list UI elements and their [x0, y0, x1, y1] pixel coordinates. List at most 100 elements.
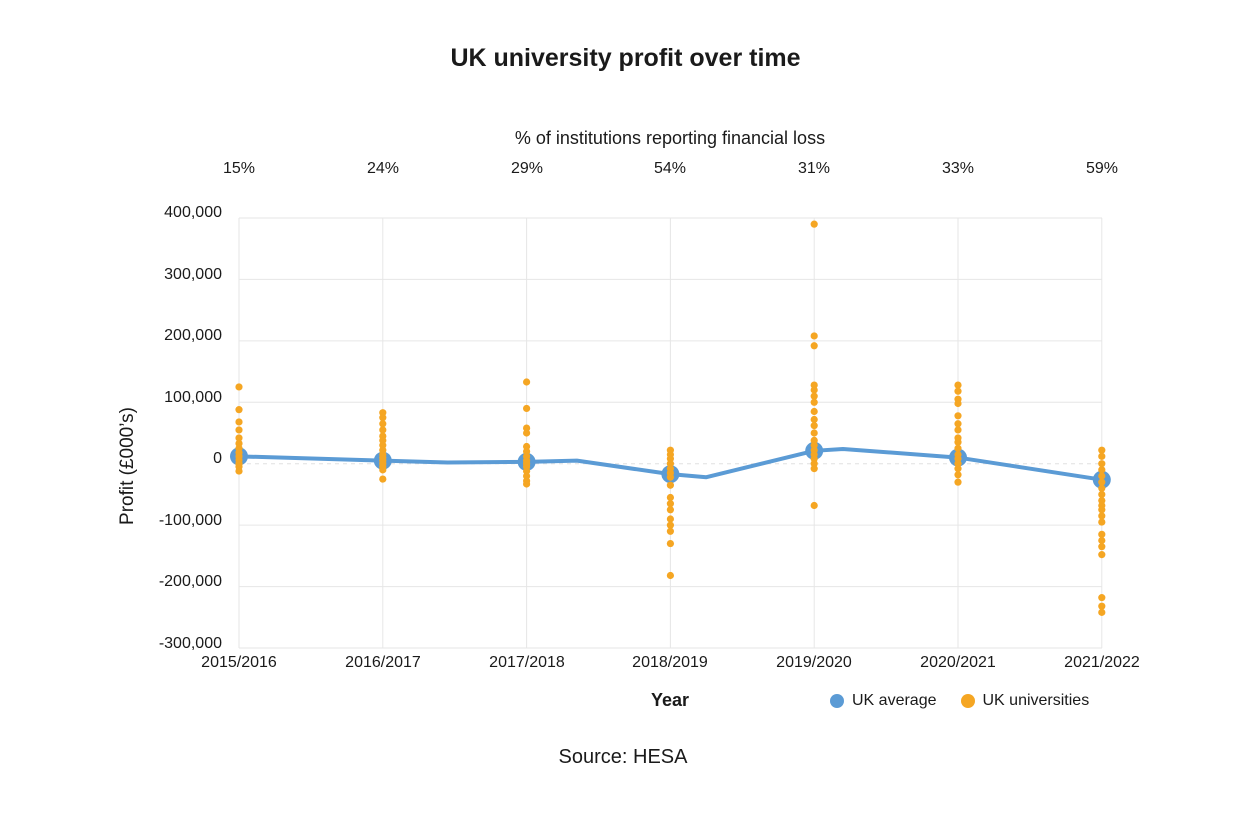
legend-swatch-universities: [960, 694, 975, 708]
university-point: [810, 342, 818, 350]
loss-pct-label: 24%: [366, 160, 400, 177]
legend-label-universities: UK universities: [982, 692, 1090, 709]
x-tick-label: 2016/2017: [345, 654, 421, 671]
university-point: [954, 444, 962, 452]
university-point: [666, 493, 675, 502]
x-tick-label: 2019/2020: [776, 654, 852, 671]
university-point: [1098, 478, 1106, 486]
university-point: [1098, 530, 1106, 538]
university-point: [810, 392, 818, 400]
university-point: [235, 406, 243, 414]
university-point: [954, 438, 962, 446]
university-point: [810, 332, 818, 340]
university-point: [235, 418, 243, 426]
university-point: [954, 387, 962, 395]
university-point: [954, 381, 962, 389]
x-tick-label: 2020/2021: [920, 654, 996, 671]
university-point: [379, 426, 387, 434]
university-point: [666, 521, 675, 529]
legend-swatch-average: [830, 694, 844, 708]
university-point: [1098, 594, 1106, 602]
university-point: [954, 399, 962, 408]
university-point: [954, 478, 962, 486]
university-point: [379, 420, 387, 428]
university-point: [1098, 543, 1106, 551]
university-point: [666, 506, 675, 514]
university-point: [666, 571, 675, 580]
university-point: [1098, 536, 1106, 545]
university-point: [954, 426, 962, 434]
university-point: [954, 465, 962, 473]
university-point: [810, 501, 818, 510]
university-point: [523, 429, 531, 437]
university-point: [1098, 602, 1106, 610]
chart-title: UK university profit over time: [450, 44, 801, 72]
university-point: [666, 515, 675, 523]
x-axis-label: Year: [650, 690, 690, 710]
legend: UK average UK universities: [830, 692, 1103, 710]
university-point: [1098, 518, 1106, 526]
university-point: [235, 426, 243, 434]
university-point: [523, 378, 531, 386]
source-note: Source: HESA: [558, 746, 688, 768]
university-point: [810, 422, 818, 430]
university-point: [810, 407, 818, 416]
university-point: [810, 386, 818, 394]
university-point: [235, 467, 243, 475]
top-axis-title: % of institutions reporting financial lo…: [514, 128, 826, 148]
y-tick-label: 200,000: [164, 327, 222, 344]
university-point: [379, 466, 387, 474]
x-tick-label: 2015/2016: [201, 654, 277, 671]
university-point: [666, 527, 675, 535]
university-point: [523, 480, 531, 488]
legend-item-average: UK average: [830, 692, 937, 710]
loss-pct-label: 59%: [1085, 160, 1119, 177]
university-point: [810, 398, 818, 406]
legend-label-average: UK average: [852, 692, 937, 709]
loss-pct-label: 54%: [653, 160, 687, 177]
y-tick-label: -100,000: [158, 512, 222, 529]
y-tick-label: 400,000: [164, 204, 222, 221]
y-tick-label: 100,000: [164, 389, 222, 406]
university-point: [1098, 484, 1106, 492]
university-point: [1098, 608, 1106, 616]
university-point: [1098, 466, 1106, 474]
university-point: [1098, 472, 1106, 480]
university-point: [1098, 452, 1106, 460]
university-point: [810, 415, 818, 424]
y-tick-label: 0: [213, 450, 222, 467]
university-point: [666, 473, 675, 481]
loss-pct-label: 31%: [797, 160, 831, 177]
university-point: [379, 414, 387, 422]
university-point: [1098, 490, 1106, 499]
y-tick-label: -300,000: [158, 635, 222, 652]
university-point: [810, 429, 818, 437]
university-point: [1098, 460, 1106, 468]
university-point: [1098, 446, 1106, 454]
university-point: [1098, 512, 1106, 520]
loss-pct-label: 33%: [941, 160, 975, 177]
university-point: [666, 539, 675, 548]
university-point: [379, 475, 387, 483]
university-point: [954, 471, 962, 479]
university-point: [1098, 506, 1106, 514]
x-tick-label: 2018/2019: [632, 654, 708, 671]
y-tick-label: 300,000: [164, 266, 222, 283]
university-point: [523, 404, 531, 413]
university-point: [235, 434, 243, 442]
y-tick-label: -200,000: [158, 573, 222, 590]
legend-item-universities: UK universities: [960, 692, 1090, 710]
university-point: [1098, 551, 1106, 559]
loss-pct-label: 15%: [222, 160, 256, 177]
university-point: [666, 500, 675, 508]
university-point: [954, 412, 962, 420]
university-point: [235, 383, 243, 391]
loss-pct-label: 29%: [510, 160, 544, 177]
university-point: [810, 465, 818, 473]
university-point: [810, 220, 818, 228]
university-point: [954, 420, 962, 428]
university-point: [666, 481, 675, 489]
x-tick-label: 2021/2022: [1064, 654, 1140, 671]
x-tick-label: 2017/2018: [489, 654, 565, 671]
